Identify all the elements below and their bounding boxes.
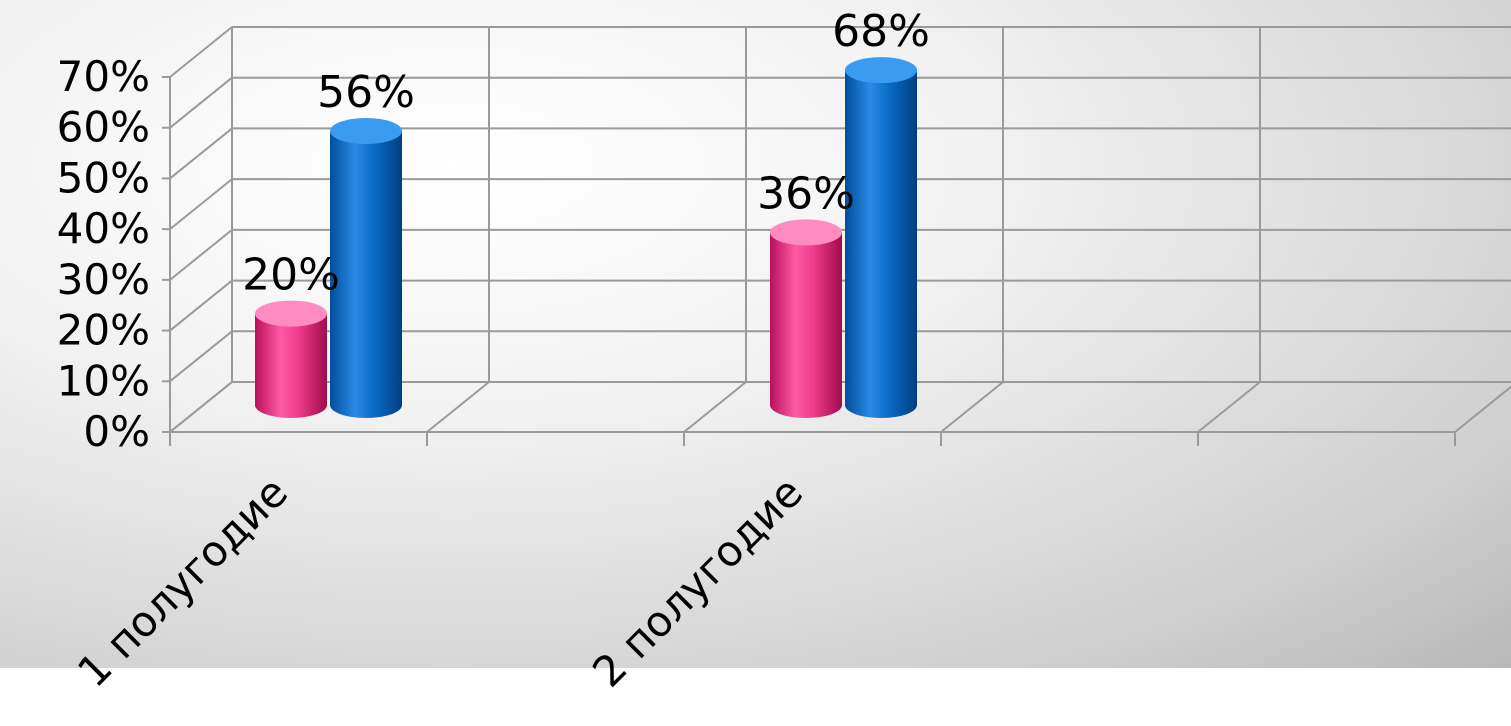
bar-body: [770, 232, 842, 418]
y-tick-label: 30%: [57, 255, 150, 304]
y-tick-label: 70%: [57, 52, 150, 101]
floor-gridline: [683, 381, 747, 433]
axes: [162, 76, 1456, 446]
y-tick-label: 60%: [57, 103, 150, 152]
bar-top: [845, 57, 917, 84]
data-label: 56%: [317, 67, 415, 118]
bar-top: [330, 118, 402, 144]
bars: [255, 57, 917, 419]
side-gridline: [169, 279, 233, 332]
bar: [770, 219, 842, 418]
bar-top: [255, 300, 327, 327]
side-gridline: [169, 229, 233, 281]
side-gridline: [169, 330, 233, 383]
y-tick-label: 40%: [57, 204, 150, 253]
x-tick-label: 2 полугодие: [583, 467, 812, 696]
bar-top: [770, 219, 842, 246]
bar-body: [845, 70, 917, 419]
y-tick-label: 0%: [83, 407, 150, 456]
floor-gridline: [426, 381, 490, 433]
side-gridline: [169, 26, 233, 78]
floor-gridline: [1454, 385, 1511, 433]
y-tick-label: 50%: [57, 153, 150, 202]
floor-gridline: [1197, 381, 1261, 433]
bar: [255, 300, 327, 418]
floor-gridline: [940, 381, 1004, 433]
side-gridline: [169, 76, 233, 129]
y-tick-label: 20%: [57, 306, 150, 355]
side-gridline: [169, 127, 233, 180]
data-label: 36%: [757, 168, 855, 219]
data-label: 20%: [242, 250, 340, 301]
data-label: 68%: [832, 6, 930, 57]
bar: [845, 57, 917, 419]
bar: [330, 118, 402, 418]
side-gridline: [169, 178, 233, 230]
floor-gridline: [169, 381, 233, 433]
bar-body: [330, 131, 402, 418]
x-tick-label: 1 полугодие: [68, 467, 297, 696]
bar-body: [255, 313, 327, 418]
y-tick-label: 10%: [57, 356, 150, 405]
